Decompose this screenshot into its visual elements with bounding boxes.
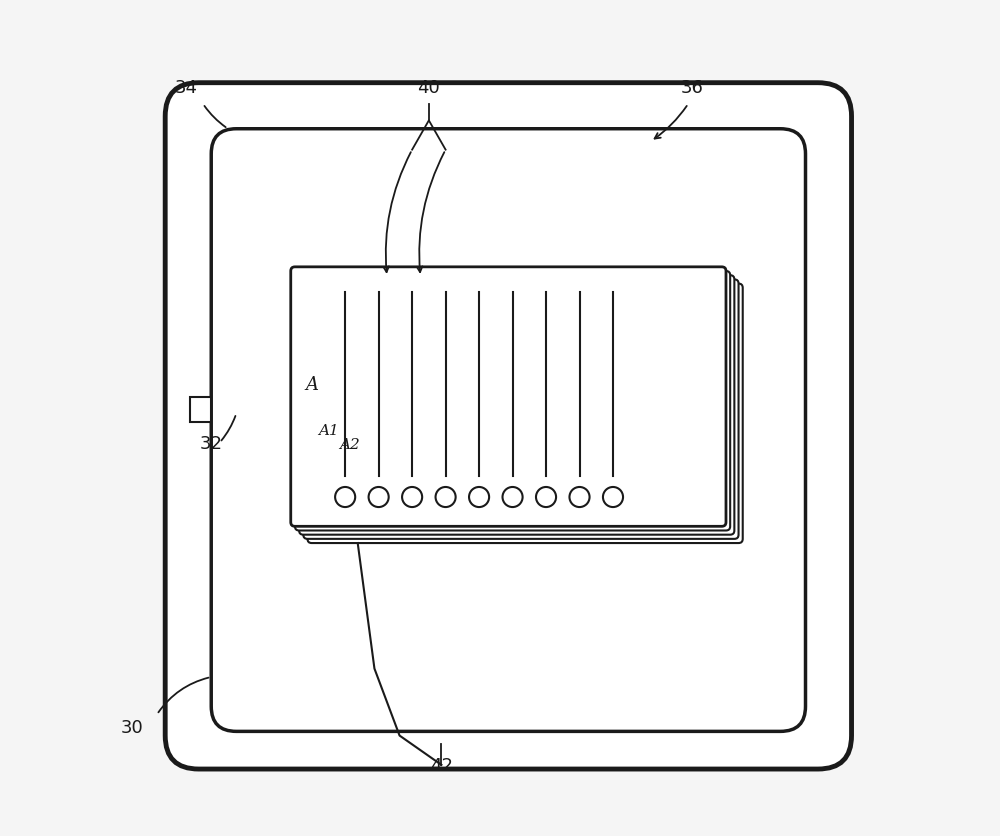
FancyBboxPatch shape: [211, 130, 806, 732]
FancyBboxPatch shape: [299, 276, 734, 535]
Text: 42: 42: [430, 756, 453, 774]
Text: A: A: [305, 375, 318, 394]
FancyBboxPatch shape: [165, 84, 852, 769]
FancyBboxPatch shape: [307, 284, 743, 543]
Text: 30: 30: [120, 718, 143, 737]
Text: 34: 34: [175, 79, 198, 97]
Text: 36: 36: [681, 79, 704, 97]
Text: 40: 40: [417, 79, 440, 97]
Text: A2: A2: [339, 438, 360, 451]
Text: A1: A1: [318, 424, 339, 437]
FancyBboxPatch shape: [291, 268, 726, 527]
FancyBboxPatch shape: [303, 280, 739, 539]
Bar: [190, 397, 211, 422]
FancyBboxPatch shape: [295, 272, 730, 531]
Text: 32: 32: [200, 434, 223, 452]
